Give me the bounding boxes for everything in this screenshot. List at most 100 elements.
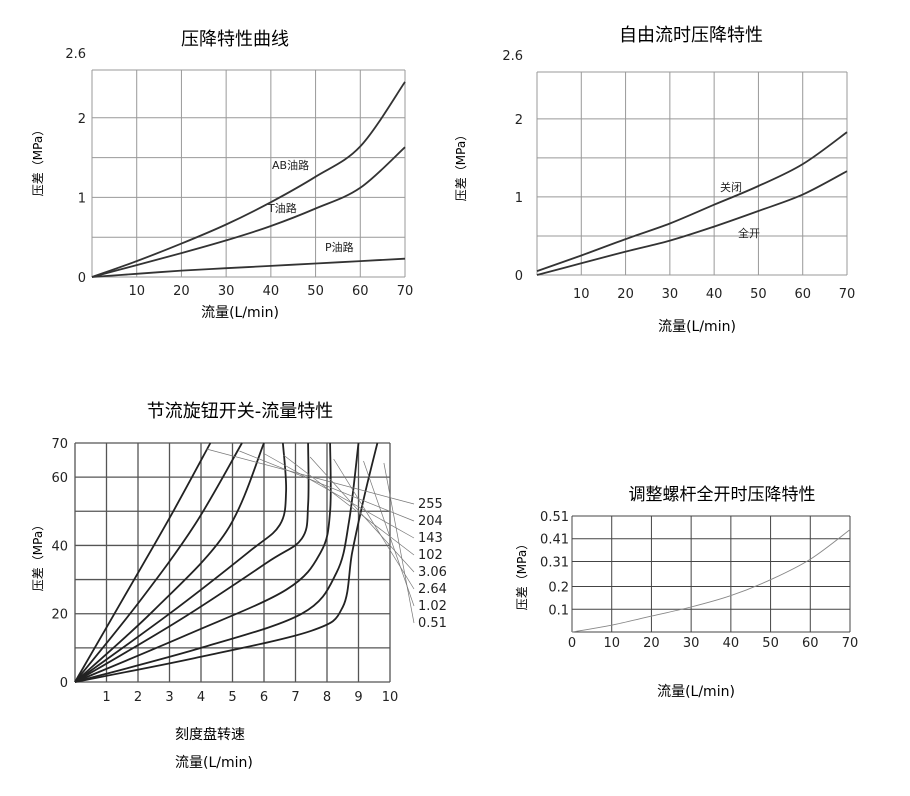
x-tick-label: 20	[643, 636, 660, 651]
x-tick-label: 7	[291, 690, 299, 705]
legend-leader-line	[283, 454, 415, 556]
x-tick-label: 8	[323, 690, 331, 705]
y-axis-label: 压差（MPa）	[31, 124, 45, 196]
legend-leader-line	[363, 460, 415, 607]
series-label: 全开	[738, 226, 760, 240]
series-line	[571, 529, 851, 633]
series-label: 关闭	[720, 180, 742, 194]
x-tick-label: 50	[750, 287, 767, 302]
chart-free-flow: 自由流时压降特性 流量(L/min) 压差（MPa） 10 20 30 40 50 60 7…	[454, 0, 910, 350]
y-tick-label: 2.6	[65, 47, 86, 62]
x-axis-label: 刻度盘转速	[175, 726, 245, 743]
y-axis-label: 压差（MPa）	[455, 129, 468, 201]
x-tick-label: 60	[352, 284, 369, 299]
y-tick-label: 0.51	[540, 510, 569, 525]
x-tick-label: 40	[723, 636, 740, 651]
x-tick-label: 70	[842, 636, 859, 651]
grid	[536, 71, 848, 276]
x-tick-label: 10	[382, 690, 399, 705]
series-line-204	[74, 442, 243, 683]
x-axis-label: 流量(L/min)	[201, 305, 279, 321]
y-tick-label: 40	[51, 539, 68, 554]
series-label: AB油路	[272, 158, 309, 172]
x-tick-label: 6	[260, 690, 268, 705]
x-axis-label: 流量(L/min)	[657, 684, 735, 700]
chart-throttle-knob-svg: 节流旋钮开关-流量特性 刻度盘转速 流量(L/min) 压差（MPa） 1 2 3 4…	[31, 401, 447, 771]
x-tick-label: 60	[802, 636, 819, 651]
grid	[91, 69, 406, 278]
chart-title: 调整螺杆全开时压降特性	[629, 485, 816, 505]
x-tick-label: 20	[173, 284, 190, 299]
grid	[74, 442, 391, 683]
legend-entry: 1.02	[418, 599, 447, 614]
y-tick-label: 60	[51, 471, 68, 486]
x-tick-label: 70	[839, 287, 856, 302]
chart-pressure-drop-svg: 压降特性曲线 流量(L/min) 压差（MPa） 10 20 30 40 50 60 70 0…	[31, 29, 414, 321]
series-line-3.06	[74, 442, 310, 683]
x-tick-label: 40	[263, 284, 280, 299]
legend-entry: 2.64	[418, 582, 447, 597]
x-tick-label: 50	[307, 284, 324, 299]
x-tick-label: 30	[662, 287, 679, 302]
x-axis-label: 流量(L/min)	[658, 319, 736, 335]
y-tick-label: 2	[78, 112, 86, 127]
y-axis-label: 压差（MPa）	[515, 538, 529, 610]
x-tick-label: 0	[568, 636, 576, 651]
legend-entry: 143	[418, 531, 443, 546]
legend-entry: 0.51	[418, 616, 447, 631]
series-line-143	[74, 442, 265, 683]
chart-title: 节流旋钮开关-流量特性	[147, 401, 334, 422]
legend-entry: 3.06	[418, 565, 447, 580]
series-line-102	[74, 442, 288, 683]
chart-screw-open-svg: 调整螺杆全开时压降特性 流量(L/min) 压差（MPa） 0 10 20 30 40 5…	[515, 485, 859, 700]
x-tick-label: 30	[683, 636, 700, 651]
legend-entry: 204	[418, 514, 443, 529]
x-tick-label: 5	[228, 690, 236, 705]
series-line-2.64	[74, 442, 332, 683]
x-tick-label: 60	[794, 287, 811, 302]
series-line-P油路	[91, 257, 406, 278]
series-line-0.51	[74, 442, 379, 683]
x-tick-label: 10	[573, 287, 590, 302]
x-tick-label: 30	[218, 284, 235, 299]
legend-entry: 102	[418, 548, 443, 563]
x-tick-label: 20	[617, 287, 634, 302]
y-tick-label: 20	[51, 608, 68, 623]
y-tick-label: 1	[78, 191, 86, 206]
legend-leader-line	[206, 448, 415, 505]
chart-throttle-knob: 节流旋钮开关-流量特性 刻度盘转速 流量(L/min) 压差（MPa） 1 2 3 4…	[0, 390, 470, 792]
chart-pressure-drop: 压降特性曲线 流量(L/min) 压差（MPa） 10 20 30 40 50 60 70 0…	[0, 0, 455, 340]
y-tick-label: 0	[78, 271, 86, 286]
y-tick-label: 0.31	[540, 555, 569, 570]
x-tick-label: 4	[197, 690, 205, 705]
legend-entry: 255	[418, 497, 443, 512]
x-tick-label: 9	[354, 690, 362, 705]
series-line-全开	[536, 170, 848, 276]
grid	[571, 515, 851, 633]
x-tick-label: 10	[128, 284, 145, 299]
x-tick-label: 1	[102, 690, 110, 705]
chart-title: 自由流时压降特性	[619, 25, 763, 46]
chart-free-flow-svg: 自由流时压降特性 流量(L/min) 压差（MPa） 10 20 30 40 50 60 7…	[454, 25, 856, 335]
legend-leader-line	[239, 450, 415, 522]
x-tick-label: 10	[603, 636, 620, 651]
legend-leader-line	[262, 452, 415, 539]
y-tick-label: 1	[515, 191, 523, 206]
x-tick-label: 50	[762, 636, 779, 651]
series-line-AB油路	[91, 81, 406, 278]
x-axis-label-2: 流量(L/min)	[175, 755, 253, 771]
y-tick-label: 0.2	[548, 581, 569, 596]
y-tick-label: 2.6	[502, 49, 523, 64]
x-tick-label: 3	[165, 690, 173, 705]
y-tick-label: 0.41	[540, 533, 569, 548]
series-line-255	[74, 442, 212, 683]
y-tick-label: 70	[51, 437, 68, 452]
y-axis-label: 压差（MPa）	[31, 519, 45, 591]
x-tick-label: 70	[397, 284, 414, 299]
series-label: T油路	[267, 201, 297, 215]
x-tick-label: 2	[134, 690, 142, 705]
series-line-1.02	[74, 442, 360, 683]
series-label: P油路	[325, 240, 354, 254]
legend-leader-line	[309, 456, 415, 573]
legend-leader-line	[333, 458, 415, 590]
